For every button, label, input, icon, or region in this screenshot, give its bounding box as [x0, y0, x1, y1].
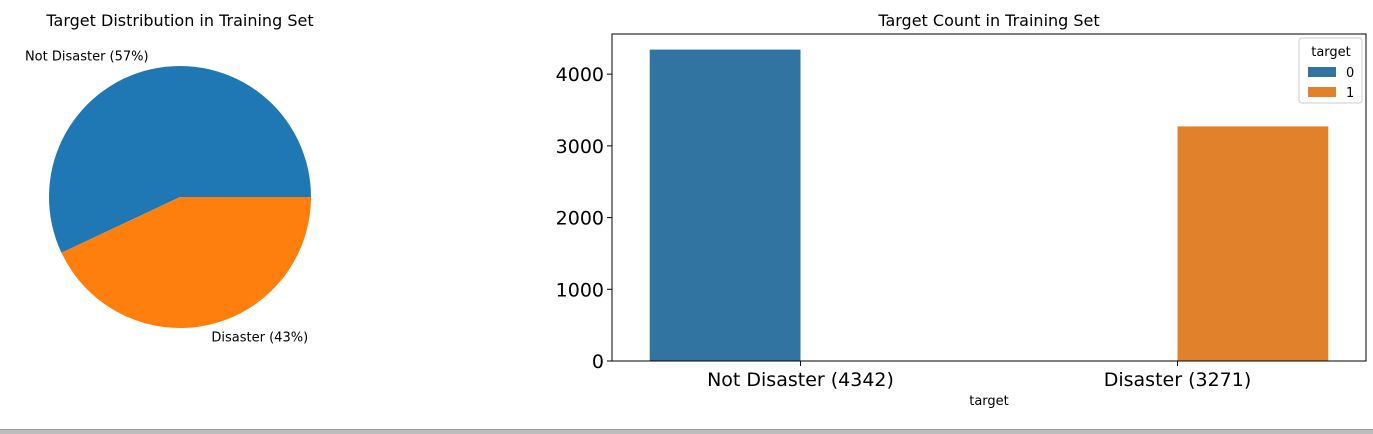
plot-area-frame — [611, 33, 1367, 362]
x-tick-label-1: Disaster (3271) — [1104, 369, 1252, 391]
bar-series-1-cat-1 — [1177, 126, 1329, 362]
pie-label-1: Disaster (43%) — [211, 331, 308, 346]
bar-series — [649, 49, 1329, 362]
y-tick-label-1: 1000 — [556, 279, 604, 301]
y-axis: 0 1000 2000 3000 4000 — [556, 64, 612, 373]
bar-chart: Target Count in Training Set 0 1000 2000 30… — [556, 11, 1367, 409]
legend: target 01 — [1298, 37, 1363, 104]
legend-swatch-1 — [1308, 87, 1336, 97]
pie-labels: Not Disaster (57%) Disaster (43%) — [25, 49, 308, 345]
x-tick-label-0: Not Disaster (4342) — [707, 369, 894, 391]
pie-chart: Target Distribution in Training Set Not … — [25, 11, 314, 346]
bar-series-0-cat-0 — [649, 49, 801, 361]
legend-entries: 01 — [1308, 66, 1354, 101]
pie-slice-1 — [61, 197, 311, 328]
y-tick-label-2: 2000 — [556, 208, 604, 230]
legend-label-0: 0 — [1346, 66, 1354, 81]
legend-title: target — [1311, 45, 1351, 60]
pie-label-0: Not Disaster (57%) — [25, 49, 149, 64]
legend-label-1: 1 — [1346, 86, 1354, 101]
y-tick-label-4: 4000 — [556, 64, 604, 86]
pie-slice-0 — [48, 65, 311, 253]
x-axis-label: target — [969, 394, 1009, 409]
legend-swatch-0 — [1308, 67, 1336, 77]
y-tick-label-0: 0 — [592, 351, 604, 373]
pie-chart-title: Target Distribution in Training Set — [45, 11, 313, 30]
window-bottom-edge — [0, 429, 1373, 434]
bar-chart-title: Target Count in Training Set — [877, 11, 1099, 30]
pie-slices — [48, 65, 311, 328]
x-axis: Not Disaster (4342) Disaster (3271) — [707, 361, 1251, 391]
y-tick-label-3: 3000 — [556, 136, 604, 158]
